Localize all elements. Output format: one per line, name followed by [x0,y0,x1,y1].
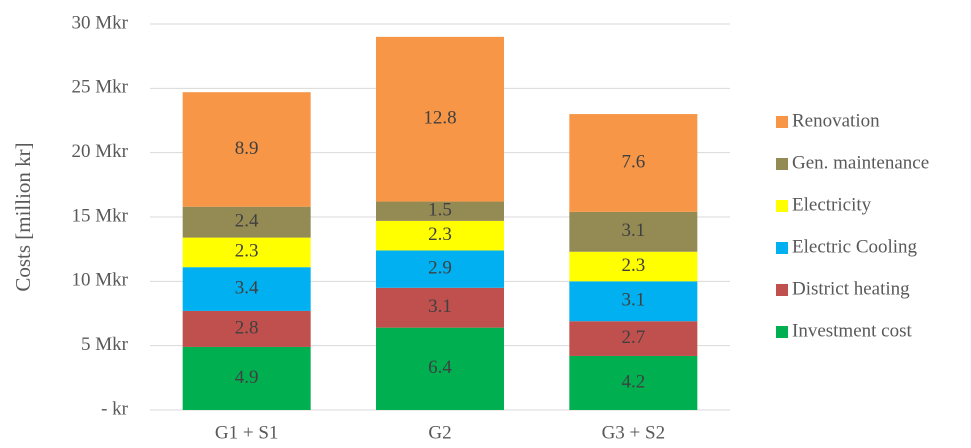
x-tick-label: G1 + S1 [215,422,279,443]
y-tick-label: 30 Mkr [72,12,129,33]
bar-segment [182,267,311,311]
data-label: 12.8 [423,108,456,129]
y-axis-title: Costs [million kr] [11,142,35,291]
y-tick-label: 15 Mkr [72,205,129,226]
bar-segment [569,281,698,322]
data-label: 3.4 [235,277,259,298]
bar-segment [376,201,504,221]
data-label: 3.1 [621,290,645,311]
data-label: 3.1 [428,296,452,317]
data-label: 1.5 [428,200,452,221]
bar-segment [182,237,311,268]
bar-segment [569,355,698,410]
data-label: 4.9 [235,367,259,388]
y-tick-label: 25 Mkr [72,77,129,98]
bar-segment [376,327,504,410]
data-label: 2.3 [621,255,645,276]
data-label: 8.9 [235,138,259,159]
bar-segment [182,206,311,238]
legend-label: Electricity [792,194,872,215]
data-label: 2.7 [621,327,645,348]
bar-segment [569,114,698,212]
bar-segment [376,220,504,251]
legend-swatch [776,284,788,296]
data-label: 3.1 [621,220,645,241]
legend-swatch [776,242,788,254]
data-label: 2.4 [235,211,259,232]
legend-swatch [776,326,788,338]
data-label: 4.2 [621,371,645,392]
legend-label: Gen. maintenance [792,152,929,173]
legend-label: District heating [792,278,910,299]
data-label: 7.6 [621,151,645,172]
bar-segment [376,287,504,328]
bar-segment [182,92,311,207]
y-tick-label: 20 Mkr [72,141,129,162]
bar-segment [569,251,698,282]
bar-segment [376,250,504,288]
legend-label: Electric Cooling [792,236,918,257]
legend-label: Renovation [792,110,880,131]
data-label: 2.9 [428,257,452,278]
y-tick-label: 5 Mkr [81,334,129,355]
data-label: 6.4 [428,357,452,378]
data-label: 2.8 [235,317,259,338]
data-label: 2.3 [428,224,452,245]
data-label: 2.3 [235,241,259,262]
y-tick-label: 10 Mkr [72,270,129,291]
bar-segment [376,36,504,202]
legend-swatch [776,200,788,212]
bar-segment [182,310,311,347]
bar-segment [182,346,311,410]
legend-swatch [776,116,788,128]
x-tick-label: G3 + S2 [602,422,666,443]
legend-swatch [776,158,788,170]
y-tick-label: - kr [101,398,129,419]
x-tick-label: G2 [428,422,451,443]
legend-label: Investment cost [792,320,913,341]
bar-segment [569,211,698,252]
bar-segment [569,321,698,356]
